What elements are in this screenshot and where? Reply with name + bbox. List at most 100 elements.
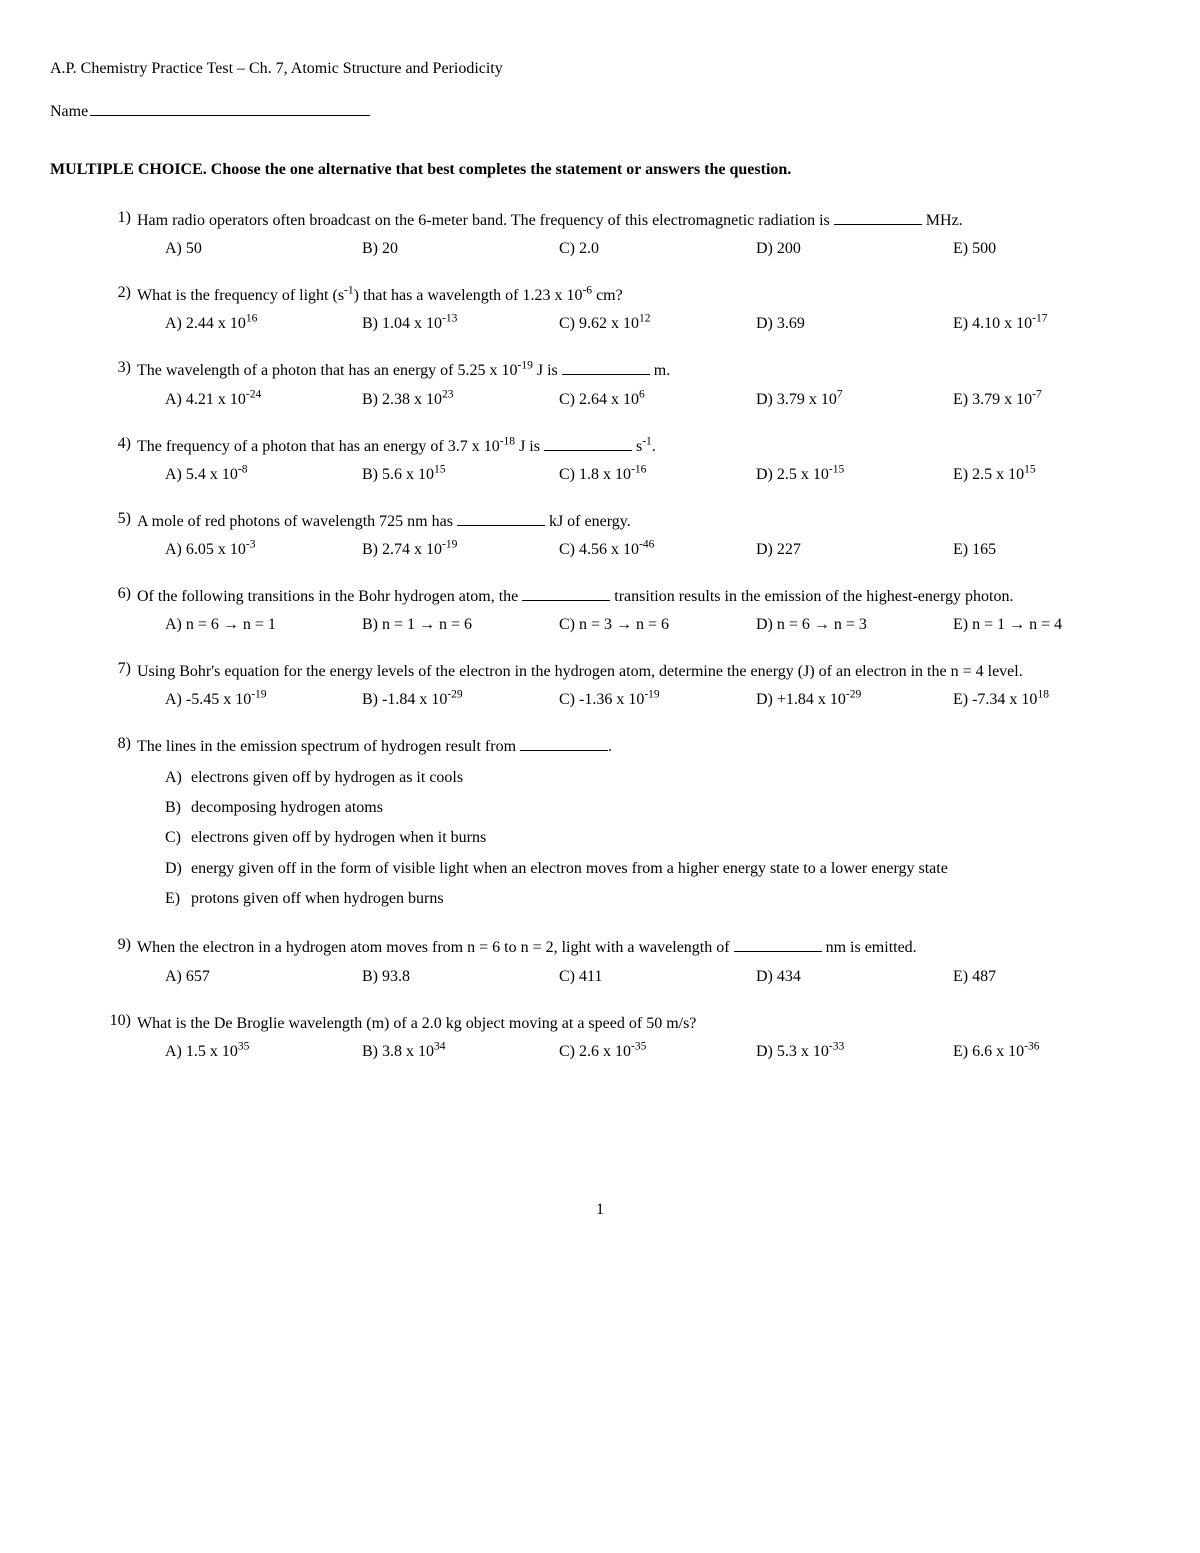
choices-row: A) 5.4 x 10-8B) 5.6 x 1015C) 1.8 x 10-16… (105, 466, 1150, 484)
question-row: 7)Using Bohr's equation for the energy l… (105, 660, 1150, 683)
question-text: What is the frequency of light (s-1) tha… (137, 284, 1150, 307)
question: 2)What is the frequency of light (s-1) t… (105, 284, 1150, 333)
choice: C) 2.6 x 10-35 (559, 1043, 756, 1061)
question-number: 6) (105, 585, 137, 603)
choice: A) -5.45 x 10-19 (165, 691, 362, 709)
question-number: 7) (105, 660, 137, 678)
question-text: Ham radio operators often broadcast on t… (137, 209, 1150, 232)
choice: D) 3.69 (756, 315, 953, 333)
choice: C) 2.64 x 106 (559, 391, 756, 409)
choice: B) 2.38 x 1023 (362, 391, 559, 409)
choice: D) +1.84 x 10-29 (756, 691, 953, 709)
choice: E) 3.79 x 10-7 (953, 391, 1150, 409)
question: 10)What is the De Broglie wavelength (m)… (105, 1012, 1150, 1061)
choice: E)protons given off when hydrogen burns (165, 888, 1150, 910)
choice: B)decomposing hydrogen atoms (165, 797, 1150, 819)
question-row: 1)Ham radio operators often broadcast on… (105, 209, 1150, 232)
question: 8)The lines in the emission spectrum of … (105, 735, 1150, 910)
choice: B) 2.74 x 10-19 (362, 541, 559, 559)
choice: A) 2.44 x 1016 (165, 315, 362, 333)
name-row: Name (50, 100, 1150, 121)
choice: C)electrons given off by hydrogen when i… (165, 827, 1150, 849)
question: 7)Using Bohr's equation for the energy l… (105, 660, 1150, 709)
choice: C) -1.36 x 10-19 (559, 691, 756, 709)
section-heading: MULTIPLE CHOICE. Choose the one alternat… (50, 161, 1150, 179)
choice: E) 4.10 x 10-17 (953, 315, 1150, 333)
question-text: What is the De Broglie wavelength (m) of… (137, 1012, 1150, 1035)
choice-body: electrons given off by hydrogen when it … (191, 827, 1150, 849)
choices-row: A) 6.05 x 10-3B) 2.74 x 10-19C) 4.56 x 1… (105, 541, 1150, 559)
choice: E) -7.34 x 1018 (953, 691, 1150, 709)
question-text: When the electron in a hydrogen atom mov… (137, 936, 1150, 959)
question-row: 4)The frequency of a photon that has an … (105, 435, 1150, 458)
choice: A) 1.5 x 1035 (165, 1043, 362, 1061)
choice: D) 3.79 x 107 (756, 391, 953, 409)
choice: E) 2.5 x 1015 (953, 466, 1150, 484)
question-number: 4) (105, 435, 137, 453)
choice: B) -1.84 x 10-29 (362, 691, 559, 709)
choice: D) 2.5 x 10-15 (756, 466, 953, 484)
choices-row: A) n = 6 → n = 1B) n = 1 → n = 6C) n = 3… (105, 616, 1150, 634)
choice: E) 165 (953, 541, 1150, 559)
question-number: 9) (105, 936, 137, 954)
question: 9)When the electron in a hydrogen atom m… (105, 936, 1150, 985)
choice: B) 93.8 (362, 968, 559, 986)
question-row: 5)A mole of red photons of wavelength 72… (105, 510, 1150, 533)
section-head-rest: Choose the one alternative that best com… (207, 161, 792, 178)
choice-letter: A) (165, 767, 191, 789)
choice: A) n = 6 → n = 1 (165, 616, 362, 634)
choices-row: A) -5.45 x 10-19B) -1.84 x 10-29C) -1.36… (105, 691, 1150, 709)
choice-body: protons given off when hydrogen burns (191, 888, 1150, 910)
choice: E) 487 (953, 968, 1150, 986)
question-number: 8) (105, 735, 137, 753)
question: 6)Of the following transitions in the Bo… (105, 585, 1150, 634)
choice-body: decomposing hydrogen atoms (191, 797, 1150, 819)
question-text: Of the following transitions in the Bohr… (137, 585, 1150, 608)
name-label: Name (50, 103, 88, 120)
choice: B) 3.8 x 1034 (362, 1043, 559, 1061)
choice: A)electrons given off by hydrogen as it … (165, 767, 1150, 789)
question-row: 8)The lines in the emission spectrum of … (105, 735, 1150, 758)
choice-letter: E) (165, 888, 191, 910)
choice-body: electrons given off by hydrogen as it co… (191, 767, 1150, 789)
page-number: 1 (50, 1201, 1150, 1219)
choice: C) 1.8 x 10-16 (559, 466, 756, 484)
choice: A) 6.05 x 10-3 (165, 541, 362, 559)
choice-letter: D) (165, 858, 191, 880)
choices-row: A) 4.21 x 10-24B) 2.38 x 1023C) 2.64 x 1… (105, 391, 1150, 409)
choice: D)energy given off in the form of visibl… (165, 858, 1150, 880)
question-text: A mole of red photons of wavelength 725 … (137, 510, 1150, 533)
choice: B) 5.6 x 1015 (362, 466, 559, 484)
choice-body: energy given off in the form of visible … (191, 858, 1150, 880)
question-row: 6)Of the following transitions in the Bo… (105, 585, 1150, 608)
question: 1)Ham radio operators often broadcast on… (105, 209, 1150, 258)
choice: E) n = 1 → n = 4 (953, 616, 1150, 634)
choice: C) 4.56 x 10-46 (559, 541, 756, 559)
name-blank-line (90, 100, 370, 116)
document-title: A.P. Chemistry Practice Test – Ch. 7, At… (50, 60, 1150, 78)
choice: E) 500 (953, 240, 1150, 258)
choice: A) 4.21 x 10-24 (165, 391, 362, 409)
choice: B) 20 (362, 240, 559, 258)
question: 5)A mole of red photons of wavelength 72… (105, 510, 1150, 559)
choice: D) 434 (756, 968, 953, 986)
choices-row: A) 1.5 x 1035B) 3.8 x 1034C) 2.6 x 10-35… (105, 1043, 1150, 1061)
question-number: 5) (105, 510, 137, 528)
choice: C) 411 (559, 968, 756, 986)
questions-container: 1)Ham radio operators often broadcast on… (50, 209, 1150, 1061)
choice: A) 50 (165, 240, 362, 258)
choice: D) 5.3 x 10-33 (756, 1043, 953, 1061)
choice: B) 1.04 x 10-13 (362, 315, 559, 333)
choice: A) 657 (165, 968, 362, 986)
section-head-bold: MULTIPLE CHOICE. (50, 161, 207, 178)
choice: D) 200 (756, 240, 953, 258)
choice: E) 6.6 x 10-36 (953, 1043, 1150, 1061)
choices-row: A) 2.44 x 1016B) 1.04 x 10-13C) 9.62 x 1… (105, 315, 1150, 333)
choice: C) 9.62 x 1012 (559, 315, 756, 333)
choice-letter: C) (165, 827, 191, 849)
question-number: 1) (105, 209, 137, 227)
question: 3)The wavelength of a photon that has an… (105, 359, 1150, 408)
choice: D) n = 6 → n = 3 (756, 616, 953, 634)
question-row: 3)The wavelength of a photon that has an… (105, 359, 1150, 382)
choices-row: A) 50B) 20C) 2.0D) 200E) 500 (105, 240, 1150, 258)
